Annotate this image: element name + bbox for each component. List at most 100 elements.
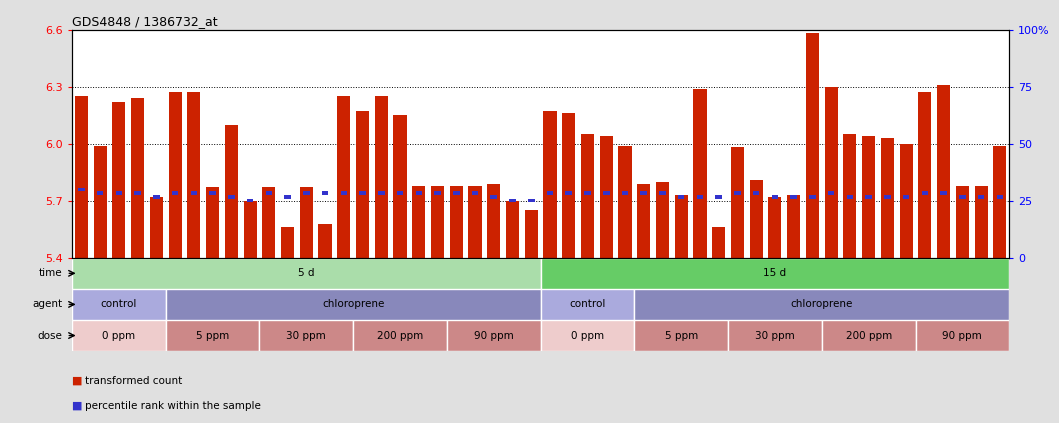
Bar <box>937 85 950 258</box>
Text: 30 ppm: 30 ppm <box>286 330 326 341</box>
Bar <box>528 199 535 203</box>
Bar <box>918 92 932 258</box>
Bar <box>956 186 969 258</box>
Bar <box>468 186 482 258</box>
Text: 200 ppm: 200 ppm <box>377 330 424 341</box>
Text: 90 ppm: 90 ppm <box>943 330 983 341</box>
Bar <box>618 146 631 258</box>
Bar <box>172 191 178 195</box>
Bar <box>993 146 1006 258</box>
Bar <box>263 187 275 258</box>
Bar <box>641 191 647 195</box>
Text: control: control <box>101 299 137 309</box>
Text: ■ percentile rank within the sample: ■ percentile rank within the sample <box>72 401 261 411</box>
Bar <box>397 191 403 195</box>
Bar <box>447 320 541 351</box>
Bar <box>210 191 216 195</box>
Bar <box>916 320 1009 351</box>
Bar <box>541 258 1009 289</box>
Text: chloroprene: chloroprene <box>791 299 852 309</box>
Bar <box>131 98 144 258</box>
Bar <box>825 87 838 258</box>
Bar <box>656 182 669 258</box>
Bar <box>977 195 985 199</box>
Text: chloroprene: chloroprene <box>322 299 384 309</box>
Bar <box>228 195 235 199</box>
Bar <box>543 111 557 258</box>
Bar <box>431 186 444 258</box>
Bar <box>790 195 797 199</box>
Bar <box>694 88 706 258</box>
Bar <box>822 320 916 351</box>
Bar <box>753 191 759 195</box>
Bar <box>337 96 351 258</box>
Bar <box>166 289 541 320</box>
Text: ■ transformed count: ■ transformed count <box>72 376 182 386</box>
Bar <box>266 191 272 195</box>
Bar <box>341 191 347 195</box>
Bar <box>638 184 650 258</box>
Bar <box>509 199 516 203</box>
Bar <box>809 195 815 199</box>
Bar <box>678 195 684 199</box>
Bar <box>96 191 104 195</box>
Bar <box>731 148 744 258</box>
Bar <box>846 195 854 199</box>
Bar <box>541 289 634 320</box>
Bar <box>168 92 182 258</box>
Bar <box>865 195 872 199</box>
Text: 0 ppm: 0 ppm <box>571 330 604 341</box>
Bar <box>828 191 834 195</box>
Bar <box>712 227 725 258</box>
Bar <box>659 191 666 195</box>
Bar <box>921 191 928 195</box>
Text: 200 ppm: 200 ppm <box>845 330 892 341</box>
Bar <box>884 195 891 199</box>
Bar <box>450 186 463 258</box>
Bar <box>247 199 253 203</box>
Bar <box>166 320 259 351</box>
Text: control: control <box>570 299 606 309</box>
Bar <box>93 146 107 258</box>
Text: 5 d: 5 d <box>298 268 315 278</box>
Bar <box>675 195 687 258</box>
Text: 15 d: 15 d <box>764 268 787 278</box>
Text: 0 ppm: 0 ppm <box>103 330 136 341</box>
Bar <box>546 191 553 195</box>
Bar <box>359 191 365 195</box>
Bar <box>769 197 782 258</box>
Bar <box>487 184 500 258</box>
Text: 90 ppm: 90 ppm <box>473 330 514 341</box>
Bar <box>394 115 407 258</box>
Text: ■: ■ <box>72 401 83 411</box>
Bar <box>187 92 200 258</box>
Bar <box>244 201 256 258</box>
Bar <box>112 102 125 258</box>
Bar <box>412 186 426 258</box>
Bar <box>225 125 238 258</box>
Bar <box>322 191 328 195</box>
Bar <box>115 191 122 195</box>
Text: 30 ppm: 30 ppm <box>755 330 795 341</box>
Bar <box>471 191 479 195</box>
Bar <box>899 144 913 258</box>
Bar <box>72 320 166 351</box>
Bar <box>207 187 219 258</box>
Bar <box>354 320 447 351</box>
Bar <box>149 197 163 258</box>
Bar <box>259 320 354 351</box>
Bar <box>319 223 331 258</box>
Text: ■: ■ <box>72 376 83 386</box>
Text: dose: dose <box>38 330 62 341</box>
Bar <box>806 33 819 258</box>
Bar <box>581 134 594 258</box>
Bar <box>562 113 575 258</box>
Bar <box>940 191 947 195</box>
Text: 5 ppm: 5 ppm <box>196 330 229 341</box>
Text: time: time <box>39 268 62 278</box>
Bar <box>72 289 166 320</box>
Bar <box>862 136 875 258</box>
Bar <box>375 96 388 258</box>
Bar <box>284 195 291 199</box>
Bar <box>415 191 423 195</box>
